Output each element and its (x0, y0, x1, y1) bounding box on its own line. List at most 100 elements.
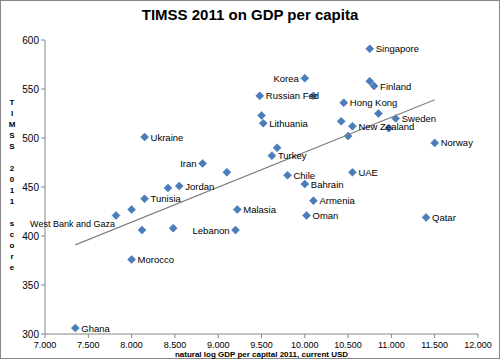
y-tick (41, 334, 45, 335)
point (366, 45, 374, 53)
x-tick-label: 7.000 (34, 340, 57, 350)
x-tick (478, 334, 479, 338)
point (366, 77, 374, 85)
point (268, 152, 276, 160)
point-label: Lithuania (269, 118, 308, 129)
y-axis-label-char: S (9, 142, 15, 151)
y-axis-label-char (11, 208, 13, 217)
point (164, 184, 172, 192)
x-tick-label: 12.000 (464, 340, 492, 350)
x-tick (218, 334, 219, 338)
y-axis-label-char: s (10, 219, 15, 228)
y-tick (41, 187, 45, 188)
x-axis-label: natural log GDP per capital 2011, curren… (175, 350, 348, 359)
y-axis-label-char: I (11, 109, 13, 118)
point-label: Qatar (432, 212, 456, 223)
point (301, 74, 309, 82)
y-tick (41, 89, 45, 90)
x-tick (261, 334, 262, 338)
point (175, 182, 183, 190)
y-axis-label-char: r (10, 252, 13, 261)
y-axis-label-char: e (10, 263, 15, 272)
y-tick-label: 400 (22, 231, 39, 242)
y-tick (41, 236, 45, 237)
point-label: Singapore (376, 43, 419, 54)
y-tick (41, 40, 45, 41)
point (71, 324, 79, 332)
point-label: UAE (358, 167, 378, 178)
point (422, 213, 430, 221)
y-axis-label-char: 0 (10, 175, 15, 184)
y-axis-label-char: T (10, 98, 15, 107)
point (431, 139, 439, 147)
point (199, 159, 207, 167)
y-tick-label: 600 (22, 35, 39, 46)
point (138, 226, 146, 234)
x-tick (174, 334, 175, 338)
title: TIMSS 2011 on GDP per capita (142, 6, 359, 23)
x-tick (88, 334, 89, 338)
point-label: Ukraine (151, 132, 184, 143)
x-tick (434, 334, 435, 338)
y-tick-label: 450 (22, 182, 39, 193)
point-label: Jordan (185, 181, 214, 192)
x-tick-label: 10.000 (291, 340, 319, 350)
point-label: Iran (180, 158, 196, 169)
point (141, 195, 149, 203)
point (348, 122, 356, 130)
point (303, 211, 311, 219)
y-tick (41, 285, 45, 286)
point (141, 133, 149, 141)
x-tick-label: 8.000 (120, 340, 143, 350)
point (169, 224, 177, 232)
point-label: Ghana (81, 323, 110, 334)
point-label: Korea (273, 73, 299, 84)
y-axis-label-char: 2 (10, 164, 15, 173)
y-axis-label-char: 1 (10, 197, 15, 206)
y-tick-label: 350 (22, 280, 39, 291)
point (232, 226, 240, 234)
point-label: Hong Kong (350, 97, 398, 108)
point-label: Morocco (138, 254, 174, 265)
chart: TIMSS 2011 on GDP per capita 300 350 400 450… (0, 0, 500, 359)
point (309, 197, 317, 205)
y-axis-label-char: S (9, 131, 15, 140)
point (259, 119, 267, 127)
point (223, 168, 231, 176)
x-tick-label: 8.500 (164, 340, 187, 350)
point (256, 92, 264, 100)
point (112, 211, 120, 219)
chart-border (1, 1, 500, 359)
x-tick-label: 7.500 (77, 340, 100, 350)
x-tick (348, 334, 349, 338)
x-tick-label: 11.000 (378, 340, 405, 350)
point-label: Turkey (278, 150, 307, 161)
y-tick-label: 300 (22, 329, 39, 340)
point-label: West Bank and Gaza (30, 219, 115, 229)
point (374, 110, 382, 118)
x-tick-label: 11.500 (421, 340, 448, 350)
y-axis-label-char (11, 153, 13, 162)
point (283, 171, 291, 179)
y-axis-label-char: o (10, 241, 15, 250)
point-label: Armenia (319, 195, 355, 206)
point (258, 111, 266, 119)
point-label: New Zealand (358, 121, 414, 132)
point-label: Oman (313, 210, 339, 221)
point (128, 256, 136, 264)
point-label: Norway (441, 137, 473, 148)
point (128, 206, 136, 214)
y-tick-label: 550 (22, 84, 39, 95)
plot-area (71, 45, 438, 332)
x-tick-label: 9.000 (207, 340, 230, 350)
y-axis-label: TIMSS 2011 score (9, 98, 16, 272)
point-label: Malasia (243, 204, 276, 215)
x-tick (391, 334, 392, 338)
y-axis-label-char: c (10, 230, 15, 239)
x-tick-label: 10.500 (334, 340, 362, 350)
x-tick (45, 334, 46, 338)
point-labels: SingaporeKoreaFinlandRussian FedHong Kon… (30, 43, 473, 333)
x-tick-label: 9.500 (250, 340, 273, 350)
point-label: Finland (380, 81, 411, 92)
y-axis-label-char: 1 (10, 186, 15, 195)
